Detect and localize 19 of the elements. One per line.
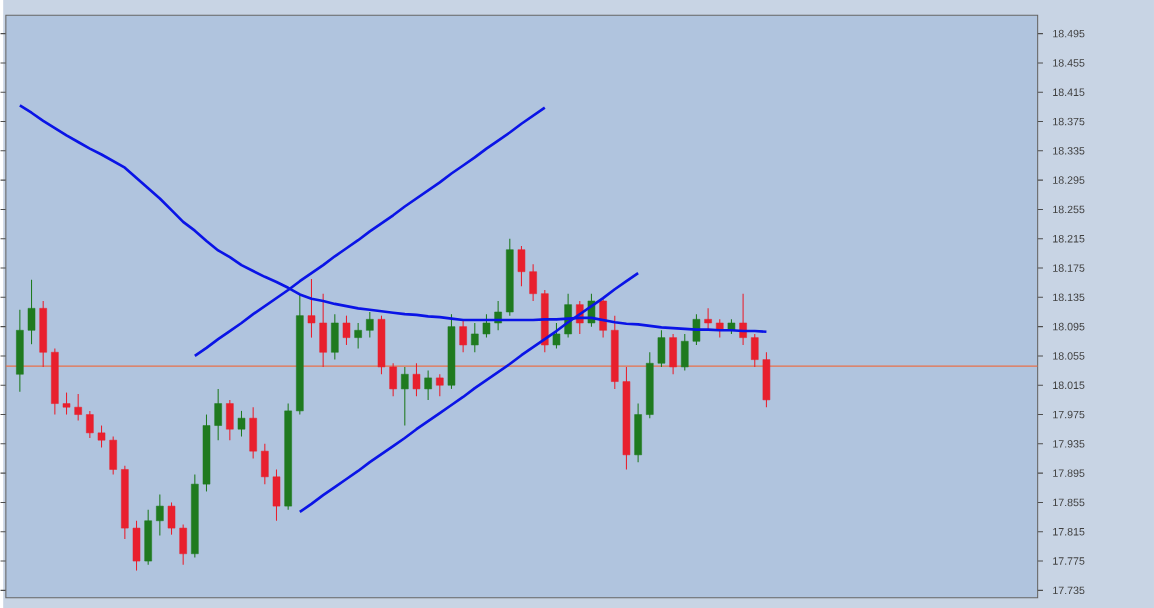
candlestick [669, 333, 677, 375]
candlestick [424, 369, 432, 401]
candlestick [144, 509, 152, 566]
candlestick [39, 300, 47, 368]
candlestick [331, 313, 339, 360]
candlestick [459, 318, 467, 353]
candlestick [354, 322, 362, 349]
candlestick [739, 292, 747, 346]
candlestick [412, 362, 421, 397]
candlestick [436, 373, 444, 397]
candlestick [401, 366, 409, 426]
candlestick [249, 406, 257, 459]
candlestick [226, 399, 234, 441]
candlestick [634, 402, 642, 463]
candlestick [237, 410, 246, 437]
candlestick [366, 311, 374, 338]
candlestick [156, 493, 164, 536]
candlestick [599, 296, 607, 338]
candlestick [342, 314, 351, 346]
